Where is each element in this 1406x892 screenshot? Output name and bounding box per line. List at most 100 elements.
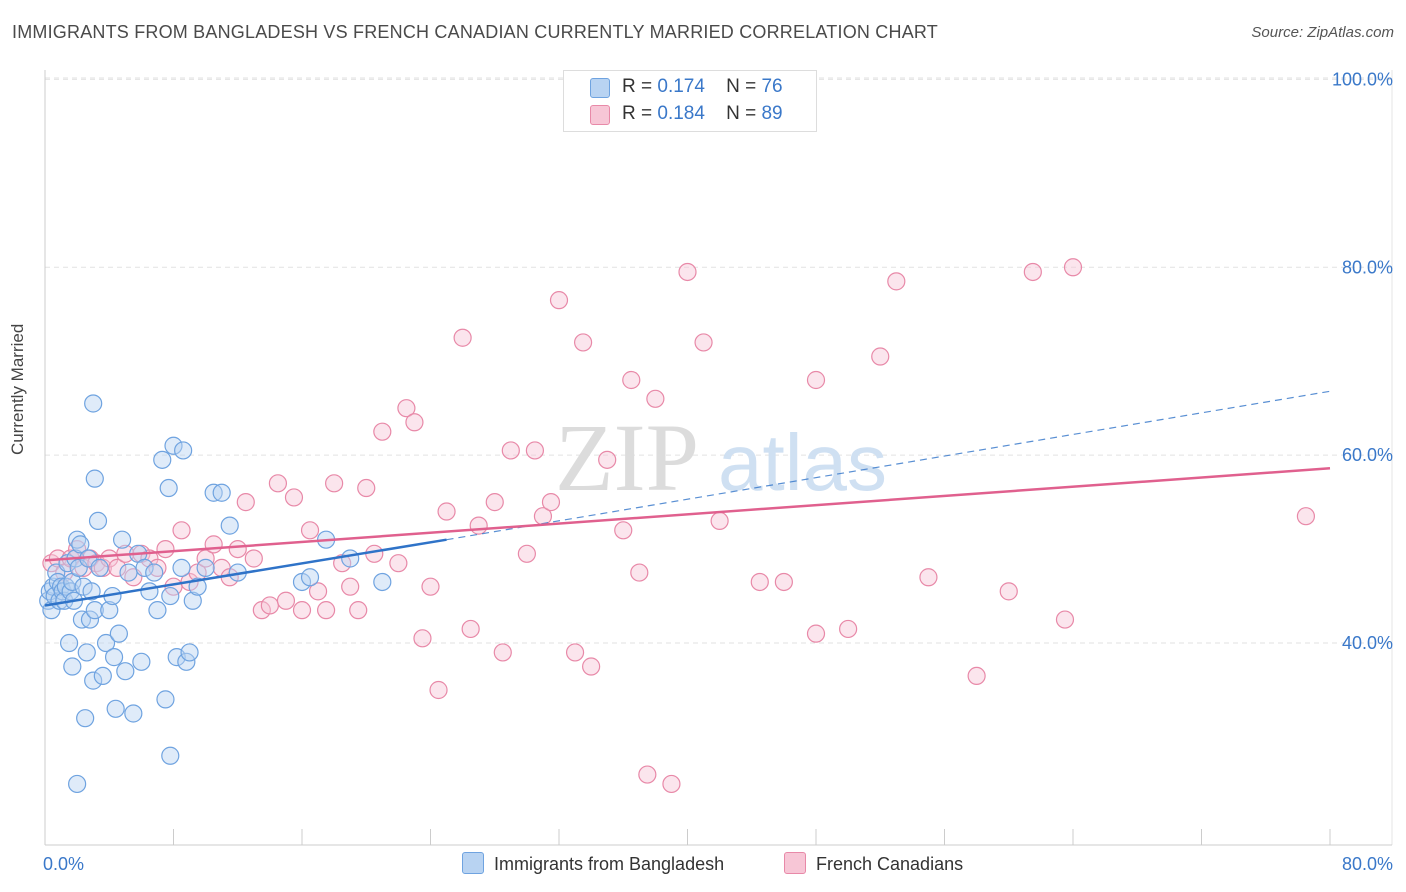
bangladesh-point bbox=[68, 774, 87, 794]
bangladesh-point bbox=[63, 657, 82, 676]
french-canadians-point bbox=[1296, 507, 1316, 526]
bangladesh-point bbox=[76, 709, 95, 728]
french-canadians-point bbox=[541, 493, 561, 512]
french-canadians-point bbox=[389, 554, 408, 573]
bangladesh-point bbox=[112, 530, 132, 549]
source-note: Source: ZipAtlas.com bbox=[1251, 24, 1394, 41]
french-canadians-point bbox=[405, 413, 424, 432]
french-canadians-point bbox=[967, 666, 986, 686]
french-canadians-point bbox=[839, 619, 858, 639]
bangladesh-point bbox=[71, 535, 90, 554]
french-canadians-point bbox=[710, 511, 729, 531]
bangladesh-point bbox=[106, 699, 125, 718]
bangladesh-point bbox=[180, 643, 199, 662]
bangladesh-trend-extension bbox=[446, 390, 1331, 541]
bottom-swatch-blue bbox=[462, 852, 484, 874]
french-canadians-point bbox=[622, 370, 641, 390]
bottom-legend-bangladesh[interactable]: Immigrants from Bangladesh bbox=[462, 852, 724, 875]
bangladesh-point bbox=[69, 558, 88, 577]
bangladesh-point bbox=[174, 441, 193, 460]
bangladesh-point bbox=[159, 478, 178, 498]
bangladesh-point bbox=[88, 511, 108, 531]
bangladesh-point bbox=[116, 662, 135, 681]
r-label: R = bbox=[622, 76, 653, 97]
french-canadians-point bbox=[172, 521, 191, 540]
french-canadians-point bbox=[1063, 258, 1083, 277]
bangladesh-point bbox=[109, 624, 128, 643]
french-canadians-point bbox=[284, 488, 304, 507]
bottom-legend-label-french-canadians: French Canadians bbox=[816, 854, 964, 874]
watermark-zip: ZIP bbox=[555, 404, 699, 511]
bangladesh-point bbox=[100, 601, 119, 620]
french-canadians-point bbox=[582, 657, 601, 676]
french-canadians-point bbox=[750, 572, 769, 592]
source-site[interactable]: ZipAtlas.com bbox=[1307, 24, 1394, 41]
y-tick-label: 60.0% bbox=[1342, 445, 1393, 465]
chart-title: IMMIGRANTS FROM BANGLADESH VS FRENCH CAN… bbox=[12, 22, 938, 42]
y-tick-label: 40.0% bbox=[1342, 633, 1393, 653]
x-tick-label-min: 0.0% bbox=[43, 854, 84, 874]
bangladesh-point bbox=[135, 558, 154, 577]
french-canadians-point bbox=[525, 441, 545, 460]
legend-swatch-pink bbox=[590, 105, 610, 125]
french-canadians-point bbox=[887, 272, 906, 291]
french-canadians-point bbox=[517, 544, 536, 563]
bottom-swatch-pink bbox=[784, 852, 806, 874]
french-canadians-point bbox=[919, 568, 938, 587]
bottom-legend-label-bangladesh: Immigrants from Bangladesh bbox=[494, 854, 725, 874]
legend-text-bangladesh: R = 0.174 N = 76 bbox=[622, 76, 783, 98]
french-canadians-point bbox=[774, 572, 793, 592]
french-canadians-point bbox=[156, 539, 175, 559]
french-canadians-point bbox=[485, 493, 504, 512]
french-canadians-point bbox=[300, 521, 320, 540]
french-canadians-points bbox=[42, 258, 1316, 794]
french-canadians-point bbox=[501, 441, 520, 460]
bangladesh-point bbox=[93, 666, 112, 686]
bangladesh-point bbox=[183, 591, 202, 610]
r-value-french-canadians: 0.184 bbox=[657, 103, 705, 124]
french-canadians-point bbox=[108, 558, 127, 577]
french-canadians-point bbox=[244, 549, 263, 568]
bangladesh-point bbox=[153, 450, 172, 469]
r-value-bangladesh: 0.174 bbox=[657, 76, 705, 97]
bangladesh-point bbox=[124, 704, 143, 723]
bangladesh-point bbox=[82, 582, 101, 601]
french-canadians-point bbox=[268, 474, 288, 493]
french-canadians-point bbox=[573, 333, 593, 352]
french-canadians-point bbox=[806, 624, 826, 643]
bangladesh-point bbox=[85, 601, 104, 620]
bangladesh-point bbox=[172, 558, 191, 577]
bottom-legend-french-canadians[interactable]: French Canadians bbox=[784, 852, 963, 875]
french-canadians-trend-line bbox=[44, 467, 1331, 562]
french-canadians-point bbox=[429, 680, 448, 700]
french-canadians-point bbox=[646, 389, 665, 408]
bangladesh-point bbox=[84, 671, 103, 690]
french-canadians-point bbox=[276, 591, 296, 610]
bangladesh-point bbox=[84, 394, 103, 413]
bangladesh-point bbox=[90, 558, 109, 577]
bangladesh-trend-line bbox=[44, 538, 447, 607]
french-canadians-point bbox=[1023, 262, 1042, 282]
watermark-atlas: atlas bbox=[718, 418, 887, 507]
bangladesh-point bbox=[104, 648, 124, 667]
french-canadians-point bbox=[662, 774, 681, 794]
french-canadians-point bbox=[365, 544, 384, 563]
french-canadians-point bbox=[1055, 610, 1075, 629]
bangladesh-point bbox=[145, 563, 164, 582]
french-canadians-point bbox=[373, 422, 392, 441]
tick-labels: 40.0% 60.0% 80.0% 100.0% 0.0% 80.0% bbox=[43, 69, 1393, 874]
bangladesh-point bbox=[148, 601, 167, 620]
french-canadians-point bbox=[357, 478, 376, 498]
french-canadians-point bbox=[349, 601, 368, 620]
bangladesh-point bbox=[164, 436, 183, 455]
french-canadians-point bbox=[598, 450, 617, 469]
french-canadians-point bbox=[806, 370, 826, 390]
french-canadians-point bbox=[453, 328, 472, 347]
french-canadians-point bbox=[236, 493, 255, 512]
bangladesh-point bbox=[212, 483, 231, 502]
french-canadians-point bbox=[549, 291, 569, 310]
french-canadians-point bbox=[871, 347, 890, 366]
bangladesh-point bbox=[119, 563, 138, 582]
bangladesh-point bbox=[341, 549, 360, 568]
french-canadians-point bbox=[678, 262, 697, 282]
